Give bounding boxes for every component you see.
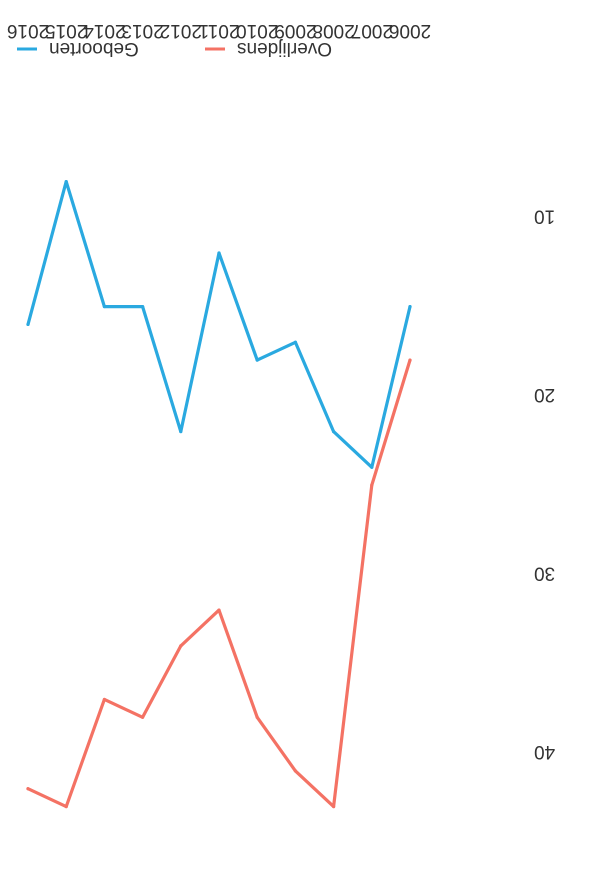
data-point-overlijdens-2007 (370, 483, 374, 487)
x-tick-label-2008: 2008 (312, 20, 354, 41)
x-tick-label-2009: 2009 (274, 20, 316, 41)
data-point-overlijdens-2016 (26, 787, 30, 791)
x-tick-label-2014: 2014 (83, 20, 126, 41)
data-point-overlijdens-2006 (408, 358, 412, 362)
data-point-geboorten-2009 (293, 340, 297, 344)
x-tick-label-2015: 2015 (45, 20, 87, 41)
data-point-overlijdens-2010 (255, 715, 259, 719)
x-tick-label-2007: 2007 (351, 20, 393, 41)
data-point-geboorten-2016 (26, 322, 30, 327)
y-tick-label-40: 40 (534, 741, 555, 762)
legend-label-geboorten: Geboorten (49, 38, 139, 59)
data-point-geboorten-2010 (255, 358, 259, 362)
data-point-overlijdens-2011 (217, 608, 221, 612)
data-point-geboorten-2007 (370, 465, 374, 469)
y-tick-label-20: 20 (534, 384, 555, 405)
data-point-overlijdens-2008 (332, 804, 336, 809)
data-point-geboorten-2011 (217, 251, 221, 255)
data-point-geboorten-2006 (408, 304, 412, 309)
series-line-geboorten (26, 179, 412, 469)
data-point-geboorten-2015 (64, 179, 68, 184)
chart-body: 2006200720082009201020112012201320142015… (7, 20, 555, 809)
data-point-geboorten-2008 (332, 429, 336, 434)
data-point-overlijdens-2012 (179, 644, 183, 648)
data-point-overlijdens-2015 (64, 804, 68, 809)
x-tick-label-2016: 2016 (7, 20, 49, 41)
series-line-overlijdens (26, 358, 412, 809)
data-point-geboorten-2014 (102, 304, 106, 309)
x-axis-tick-labels: 2006200720082009201020112012201320142015… (7, 20, 431, 41)
data-point-overlijdens-2013 (141, 715, 145, 719)
x-tick-label-2012: 2012 (160, 20, 202, 41)
data-point-overlijdens-2014 (102, 697, 106, 702)
legend: Geboorten Overlijdens (17, 38, 332, 59)
y-tick-label-30: 30 (534, 562, 555, 583)
data-point-overlijdens-2009 (293, 769, 297, 773)
y-axis-tick-labels: 10 20 30 40 (534, 205, 555, 762)
legend-label-overlijdens: Overlijdens (237, 38, 332, 59)
x-tick-label-2011: 2011 (199, 20, 240, 41)
data-point-geboorten-2013 (141, 304, 145, 309)
x-tick-label-2013: 2013 (121, 20, 163, 41)
series-lines (26, 179, 412, 809)
y-tick-label-10: 10 (534, 205, 555, 226)
data-point-geboorten-2012 (179, 429, 183, 434)
x-tick-label-2010: 2010 (236, 20, 278, 41)
x-tick-label-2006: 2006 (389, 20, 431, 41)
